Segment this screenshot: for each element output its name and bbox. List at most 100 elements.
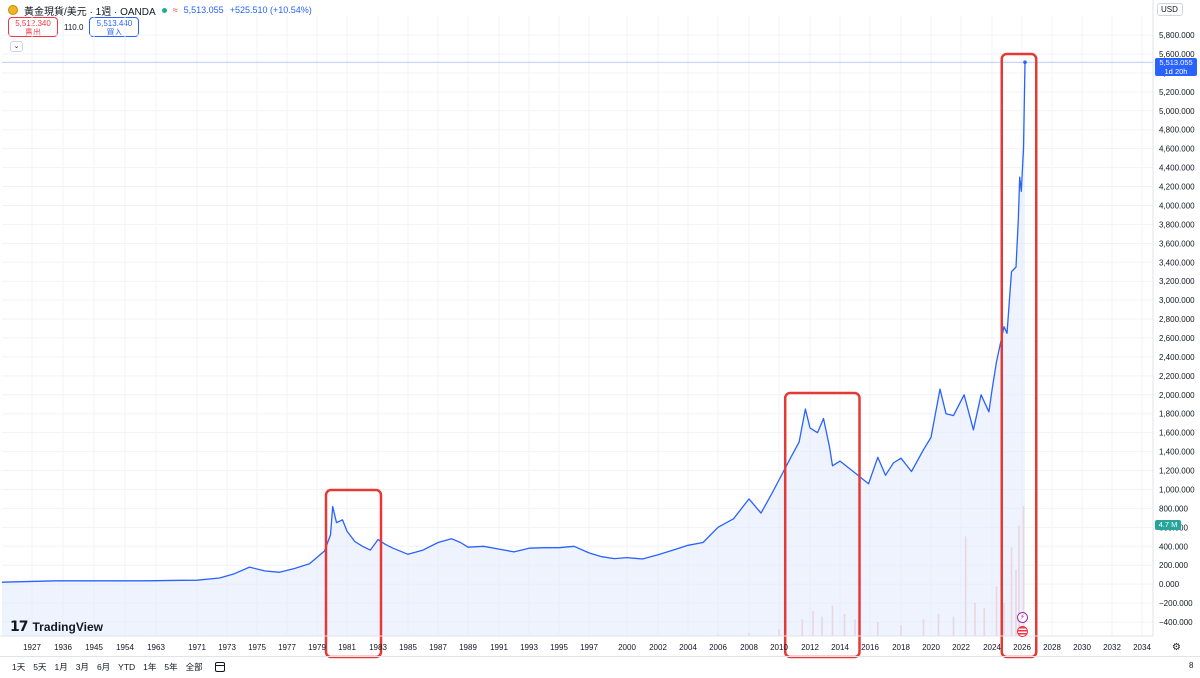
calendar-icon[interactable] (214, 661, 225, 672)
y-tick-label: 4,800.000 (1159, 126, 1195, 135)
x-tick-label: 1963 (147, 643, 165, 652)
y-tick-label: 800.000 (1159, 504, 1188, 513)
trade-buttons: 5,512.340 賣出 110.0 5,513.440 買入 (8, 17, 140, 37)
flash-event-icon[interactable]: ⚡ (1017, 612, 1028, 623)
y-tick-label: 3,600.000 (1159, 239, 1195, 248)
tradingview-logo[interactable]: 17 TradingView (10, 619, 103, 635)
range-all-button[interactable]: 全部 (185, 661, 203, 672)
x-tick-label: 1981 (338, 643, 356, 652)
x-tick-label: 2020 (922, 643, 940, 652)
y-tick-label: 1,400.000 (1159, 448, 1195, 457)
x-tick-label: 2016 (861, 643, 879, 652)
x-tick-label: 2006 (709, 643, 727, 652)
x-tick-label: 1991 (490, 643, 508, 652)
price-tag-value: 5,513.055 (1159, 58, 1193, 67)
x-tick-label: 2024 (983, 643, 1001, 652)
y-tick-label: 5,200.000 (1159, 88, 1195, 97)
range-bar: 1天 5天 1月 3月 6月 YTD 1年 5年 全部 (0, 656, 1200, 676)
x-tick-label: 1975 (248, 643, 266, 652)
x-tick-label: 1997 (580, 643, 598, 652)
x-tick-label: 2002 (649, 643, 667, 652)
x-tick-label: 1983 (369, 643, 387, 652)
gear-icon[interactable]: ⚙ (1172, 642, 1181, 653)
y-tick-label: −200.000 (1159, 599, 1193, 608)
x-tick-label: 1987 (429, 643, 447, 652)
highlight-box (1000, 52, 1038, 659)
x-tick-label: 1977 (278, 643, 296, 652)
chevron-down-icon[interactable]: ⌄ (10, 41, 23, 52)
y-tick-label: 400.000 (1159, 542, 1188, 551)
buy-price: 5,513.440 (96, 19, 133, 28)
range-1d-button[interactable]: 1天 (12, 661, 26, 672)
y-tick-label: 4,200.000 (1159, 183, 1195, 192)
x-tick-label: 2008 (740, 643, 758, 652)
price-area-fill (2, 62, 1025, 636)
y-tick-label: 1,200.000 (1159, 467, 1195, 476)
x-tick-label: 2000 (618, 643, 636, 652)
gold-symbol-icon (8, 5, 18, 15)
x-tick-label: 2004 (679, 643, 697, 652)
y-tick-label: 1,000.000 (1159, 485, 1195, 494)
x-tick-label: 1985 (399, 643, 417, 652)
time-axis: 1927 1936 1945 1954 1963 1971 1973 1975 1977 1979… (0, 635, 1153, 652)
x-tick-label: 1989 (459, 643, 477, 652)
price-tag-countdown: 1d 20h (1164, 67, 1188, 76)
y-tick-label: 2,400.000 (1159, 353, 1195, 362)
y-tick-label: 3,400.000 (1159, 258, 1195, 267)
sell-label: 賣出 (25, 28, 41, 37)
us-flag-event-icon[interactable] (1017, 626, 1028, 637)
y-tick-label: 4,600.000 (1159, 145, 1195, 154)
x-tick-label: 1973 (218, 643, 236, 652)
x-tick-label: 2032 (1103, 643, 1121, 652)
last-price-dot (1023, 60, 1027, 65)
y-tick-label: 3,000.000 (1159, 296, 1195, 305)
y-tick-label: 2,000.000 (1159, 391, 1195, 400)
range-ytd-button[interactable]: YTD (118, 661, 136, 672)
x-tick-label: 1971 (188, 643, 206, 652)
x-tick-label: 1993 (520, 643, 538, 652)
range-1y-button[interactable]: 1年 (143, 661, 157, 672)
y-tick-label: 5,800.000 (1159, 31, 1195, 40)
range-5d-button[interactable]: 5天 (33, 661, 47, 672)
highlight-box (783, 391, 861, 659)
price-tag: 5,513.055 1d 20h (1155, 58, 1197, 76)
highlight-boxes (324, 52, 1038, 659)
y-tick-label: 5,600.000 (1159, 50, 1195, 59)
y-tick-label: −400.000 (1159, 618, 1193, 627)
y-tick-label: 0.000 (1159, 580, 1180, 589)
y-tick-label: 200.000 (1159, 561, 1188, 570)
y-tick-label: 1,800.000 (1159, 410, 1195, 419)
tradingview-logo-text: TradingView (32, 620, 103, 634)
last-price: 5,513.055 (183, 5, 224, 15)
buy-button[interactable]: 5,513.440 買入 (89, 17, 140, 37)
x-tick-label: 2034 (1133, 643, 1151, 652)
range-5y-button[interactable]: 5年 (164, 661, 178, 672)
volume-tag: 4.7 M (1155, 520, 1181, 530)
sell-button[interactable]: 5,512.340 賣出 (8, 17, 58, 37)
x-tick-label: 1936 (54, 643, 72, 652)
x-tick-label: 1927 (23, 643, 41, 652)
x-tick-label: 2018 (892, 643, 910, 652)
x-tick-label: 1979 (308, 643, 326, 652)
symbol-title[interactable]: 黃金現貨/美元 · 1週 · OANDA (24, 6, 156, 18)
y-tick-label: 4,400.000 (1159, 164, 1195, 173)
y-tick-label: 5,000.000 (1159, 107, 1195, 116)
range-1m-button[interactable]: 1月 (54, 661, 68, 672)
y-tick-label: 2,200.000 (1159, 372, 1195, 381)
price-change: +525.510 (+10.54%) (229, 5, 312, 15)
approx-icon: ≈ (172, 5, 178, 15)
x-tick-label: 2022 (952, 643, 970, 652)
x-tick-label: 1945 (85, 643, 103, 652)
x-tick-label: 2012 (801, 643, 819, 652)
range-3m-button[interactable]: 3月 (75, 661, 89, 672)
x-tick-label: 2030 (1073, 643, 1091, 652)
y-tick-label: 3,800.000 (1159, 220, 1195, 229)
currency-selector[interactable]: USD (1157, 3, 1183, 16)
x-tick-label: 2028 (1043, 643, 1061, 652)
y-tick-label: 2,800.000 (1159, 315, 1195, 324)
edge-digit: 8 (1189, 661, 1194, 670)
range-6m-button[interactable]: 6月 (96, 661, 111, 672)
buy-label: 買入 (106, 28, 123, 37)
tradingview-logo-icon: 17 (10, 619, 29, 635)
